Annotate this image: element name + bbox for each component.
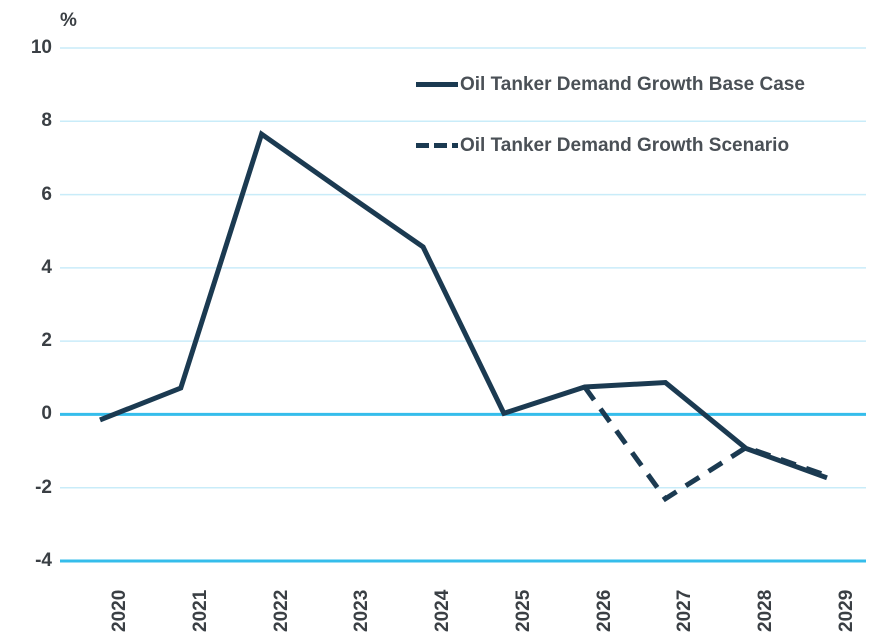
y-axis-tick: -4 (35, 550, 52, 571)
y-axis-tick: -2 (35, 476, 52, 498)
legend-item-scenario[interactable]: Oil Tanker Demand Growth Scenario (416, 136, 789, 155)
legend-swatch-dashed-icon (416, 143, 458, 148)
series-line-base-case (99, 130, 828, 481)
legend-label-scenario: Oil Tanker Demand Growth Scenario (460, 135, 790, 156)
y-axis-tick: 0 (41, 403, 52, 425)
legend-label-base-case: Oil Tanker Demand Growth Base Case (460, 74, 805, 95)
y-axis-tick-labels: 10 8 6 4 2 0 -2 -4 (0, 0, 52, 643)
y-axis-tick: 4 (41, 256, 52, 278)
y-axis-tick: 6 (41, 183, 52, 205)
y-axis-tick: 8 (41, 110, 52, 132)
y-axis-tick: 10 (30, 37, 52, 58)
series-line-scenario (582, 385, 828, 503)
legend-item-base-case[interactable]: Oil Tanker Demand Growth Base Case (416, 75, 805, 94)
y-axis-tick: 2 (41, 330, 52, 352)
data-series (99, 130, 828, 503)
gridlines (60, 47, 866, 563)
y-axis-unit-label: % (60, 10, 77, 31)
legend-swatch-solid-icon (416, 82, 458, 87)
